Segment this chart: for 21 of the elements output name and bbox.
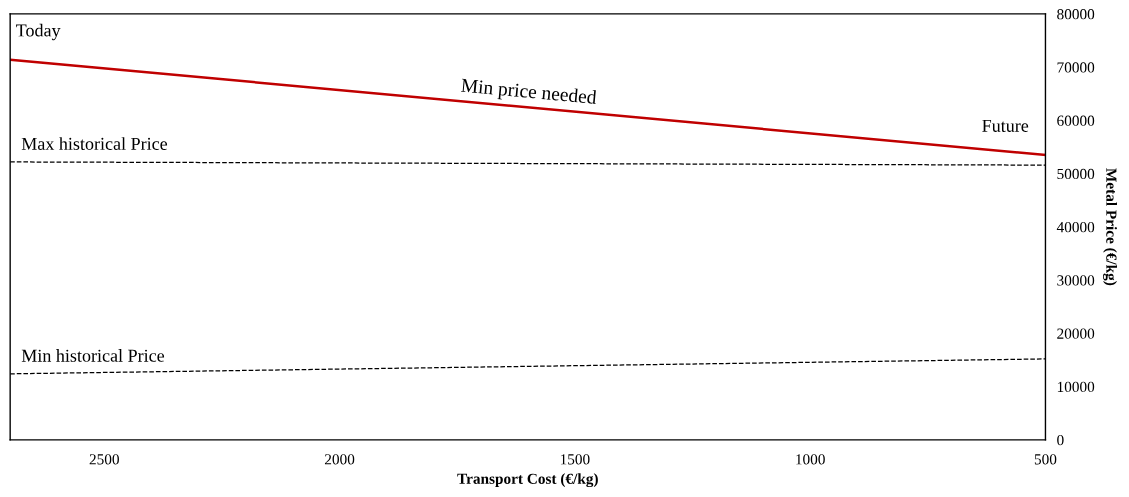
y-tick-label: 40000 [1056,222,1095,233]
y-tick-label: 70000 [1057,62,1095,73]
annotation: Today [16,23,61,41]
y-tick-label: 10000 [1057,381,1095,393]
x-tick-label: 500 [1034,454,1057,465]
y-tick-label: 60000 [1057,115,1095,126]
x-tick-label: 2000 [324,454,355,465]
y-tick-label: 50000 [1057,168,1095,180]
x-tick-label: 1500 [560,454,590,465]
y-tick-label: 0 [1057,434,1064,446]
series-label: Min historical Price [21,349,165,362]
annotation: Future [982,119,1029,132]
y-tick-label: 80000 [1057,9,1095,20]
y-tick-label: 30000 [1057,275,1095,286]
y-tick-label: 20000 [1057,328,1095,339]
series-label: Max historical Price [21,137,168,150]
text: Min price needed [460,78,597,109]
x-tick-label: 2500 [89,454,119,465]
y-axis-title: Metal Price (€/kg) [1103,168,1117,286]
x-tick-label: 1000 [796,454,825,465]
x-axis-title: Transport Cost (€/kg) [457,473,598,488]
